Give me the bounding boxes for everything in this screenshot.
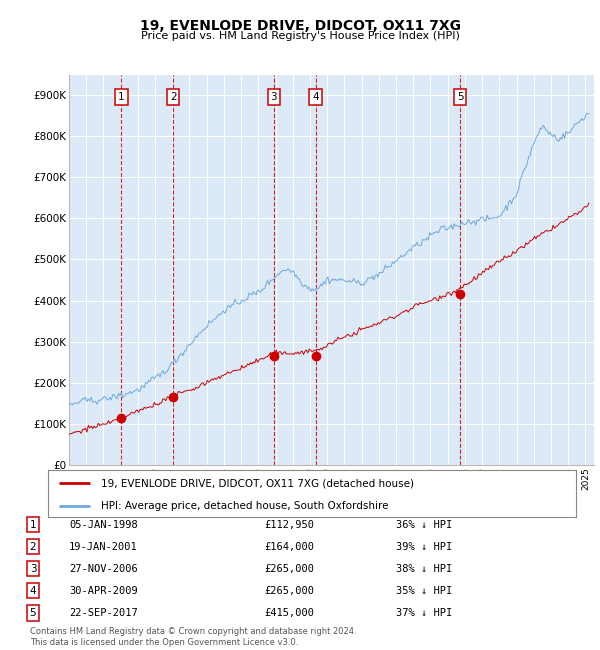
Text: 39% ↓ HPI: 39% ↓ HPI: [396, 541, 452, 552]
Text: 37% ↓ HPI: 37% ↓ HPI: [396, 608, 452, 618]
Text: 2: 2: [29, 541, 37, 552]
Text: £265,000: £265,000: [264, 586, 314, 596]
Text: 3: 3: [271, 92, 277, 102]
Text: 19, EVENLODE DRIVE, DIDCOT, OX11 7XG: 19, EVENLODE DRIVE, DIDCOT, OX11 7XG: [139, 20, 461, 34]
Text: £265,000: £265,000: [264, 564, 314, 574]
Text: Price paid vs. HM Land Registry's House Price Index (HPI): Price paid vs. HM Land Registry's House …: [140, 31, 460, 41]
Text: 36% ↓ HPI: 36% ↓ HPI: [396, 519, 452, 530]
Text: £164,000: £164,000: [264, 541, 314, 552]
Text: 1: 1: [29, 519, 37, 530]
Text: 4: 4: [29, 586, 37, 596]
Text: 4: 4: [313, 92, 319, 102]
Text: 3: 3: [29, 564, 37, 574]
Text: £415,000: £415,000: [264, 608, 314, 618]
Text: 27-NOV-2006: 27-NOV-2006: [69, 564, 138, 574]
Text: £112,950: £112,950: [264, 519, 314, 530]
Text: 05-JAN-1998: 05-JAN-1998: [69, 519, 138, 530]
Text: 19-JAN-2001: 19-JAN-2001: [69, 541, 138, 552]
Text: 35% ↓ HPI: 35% ↓ HPI: [396, 586, 452, 596]
Text: 2: 2: [170, 92, 176, 102]
Text: 19, EVENLODE DRIVE, DIDCOT, OX11 7XG (detached house): 19, EVENLODE DRIVE, DIDCOT, OX11 7XG (de…: [101, 478, 414, 488]
Text: 5: 5: [457, 92, 463, 102]
Text: 38% ↓ HPI: 38% ↓ HPI: [396, 564, 452, 574]
Text: 5: 5: [29, 608, 37, 618]
Text: HPI: Average price, detached house, South Oxfordshire: HPI: Average price, detached house, Sout…: [101, 501, 388, 512]
Text: 30-APR-2009: 30-APR-2009: [69, 586, 138, 596]
Text: 1: 1: [118, 92, 125, 102]
Text: Contains HM Land Registry data © Crown copyright and database right 2024.
This d: Contains HM Land Registry data © Crown c…: [30, 627, 356, 647]
Text: 22-SEP-2017: 22-SEP-2017: [69, 608, 138, 618]
